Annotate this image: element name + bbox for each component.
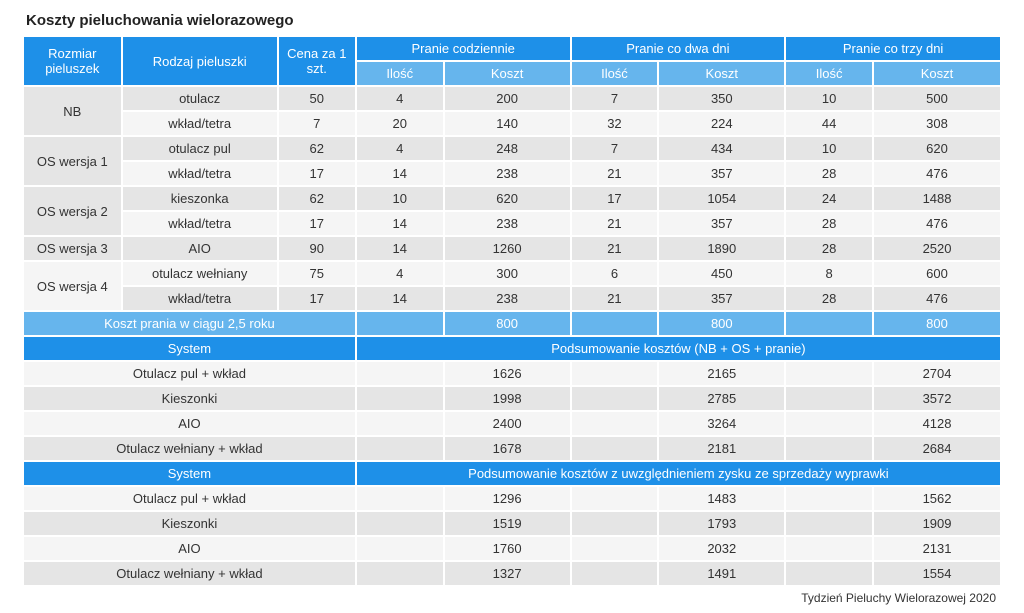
col-cost-2: Koszt xyxy=(873,61,1000,86)
type-cell: wkład/tetra xyxy=(122,111,278,136)
size-cell: OS wersja 4 xyxy=(24,261,122,311)
type-cell: AIO xyxy=(122,236,278,261)
summary2-header: SystemPodsumowanie kosztów z uwzględnien… xyxy=(24,461,1000,486)
system-label: System xyxy=(24,336,356,361)
size-cell: NB xyxy=(24,86,122,136)
table-row: OS wersja 1otulacz pul624248743410620 xyxy=(24,136,1000,161)
system-name: AIO xyxy=(24,536,356,561)
size-cell: OS wersja 2 xyxy=(24,186,122,236)
table-row: wkład/tetra7201403222444308 xyxy=(24,111,1000,136)
table-row: OS wersja 3AIO90141260211890282520 xyxy=(24,236,1000,261)
system-name: Otulacz pul + wkład xyxy=(24,361,356,386)
col-cost-0: Koszt xyxy=(444,61,571,86)
size-cell: OS wersja 1 xyxy=(24,136,122,186)
price-cell: 7 xyxy=(278,111,356,136)
col-qty-0: Ilość xyxy=(356,61,444,86)
col-group-2: Pranie co trzy dni xyxy=(785,37,1000,61)
price-cell: 62 xyxy=(278,136,356,161)
system-label: System xyxy=(24,461,356,486)
table-row: OS wersja 4otulacz wełniany7543006450860… xyxy=(24,261,1000,286)
washing-label: Koszt prania w ciągu 2,5 roku xyxy=(24,311,356,336)
col-type: Rodzaj pieluszki xyxy=(122,37,278,86)
summary1-header: SystemPodsumowanie kosztów (NB + OS + pr… xyxy=(24,336,1000,361)
table-row: wkład/tetra17142382135728476 xyxy=(24,286,1000,311)
page-title: Koszty pieluchowania wielorazowego xyxy=(26,12,1000,29)
summary2-row: AIO176020322131 xyxy=(24,536,1000,561)
type-cell: otulacz xyxy=(122,86,278,111)
price-cell: 50 xyxy=(278,86,356,111)
size-cell: OS wersja 3 xyxy=(24,236,122,261)
type-cell: wkład/tetra xyxy=(122,211,278,236)
washing-cost-row: Koszt prania w ciągu 2,5 roku800800800 xyxy=(24,311,1000,336)
col-qty-2: Ilość xyxy=(785,61,873,86)
table-row: wkład/tetra17142382135728476 xyxy=(24,211,1000,236)
system-name: Otulacz pul + wkład xyxy=(24,486,356,511)
col-group-0: Pranie codziennie xyxy=(356,37,571,61)
system-name: Kieszonki xyxy=(24,511,356,536)
footer-text: Tydzień Pieluchy Wielorazowej 2020 xyxy=(24,591,1000,605)
summary2-row: Otulacz wełniany + wkład132714911554 xyxy=(24,561,1000,586)
price-cell: 17 xyxy=(278,286,356,311)
col-size: Rozmiar pieluszek xyxy=(24,37,122,86)
summary1-row: Otulacz pul + wkład162621652704 xyxy=(24,361,1000,386)
summary1-row: AIO240032644128 xyxy=(24,411,1000,436)
system-name: Otulacz wełniany + wkład xyxy=(24,436,356,461)
col-price: Cena za 1 szt. xyxy=(278,37,356,86)
price-cell: 90 xyxy=(278,236,356,261)
summary1-row: Kieszonki199827853572 xyxy=(24,386,1000,411)
system-name: Kieszonki xyxy=(24,386,356,411)
cost-table: Rozmiar pieluszekRodzaj pieluszkiCena za… xyxy=(24,37,1000,587)
col-qty-1: Ilość xyxy=(571,61,659,86)
price-cell: 75 xyxy=(278,261,356,286)
col-group-1: Pranie co dwa dni xyxy=(571,37,786,61)
type-cell: wkład/tetra xyxy=(122,286,278,311)
summary2-row: Otulacz pul + wkład129614831562 xyxy=(24,486,1000,511)
system-name: Otulacz wełniany + wkład xyxy=(24,561,356,586)
summary1-row: Otulacz wełniany + wkład167821812684 xyxy=(24,436,1000,461)
summary-header: Podsumowanie kosztów z uwzględnieniem zy… xyxy=(356,461,1000,486)
col-cost-1: Koszt xyxy=(658,61,785,86)
table-row: wkład/tetra17142382135728476 xyxy=(24,161,1000,186)
price-cell: 17 xyxy=(278,161,356,186)
table-row: NBotulacz504200735010500 xyxy=(24,86,1000,111)
summary-header: Podsumowanie kosztów (NB + OS + pranie) xyxy=(356,336,1000,361)
price-cell: 17 xyxy=(278,211,356,236)
type-cell: wkład/tetra xyxy=(122,161,278,186)
type-cell: otulacz wełniany xyxy=(122,261,278,286)
price-cell: 62 xyxy=(278,186,356,211)
system-name: AIO xyxy=(24,411,356,436)
type-cell: kieszonka xyxy=(122,186,278,211)
table-row: OS wersja 2kieszonka6210620171054241488 xyxy=(24,186,1000,211)
summary2-row: Kieszonki151917931909 xyxy=(24,511,1000,536)
type-cell: otulacz pul xyxy=(122,136,278,161)
